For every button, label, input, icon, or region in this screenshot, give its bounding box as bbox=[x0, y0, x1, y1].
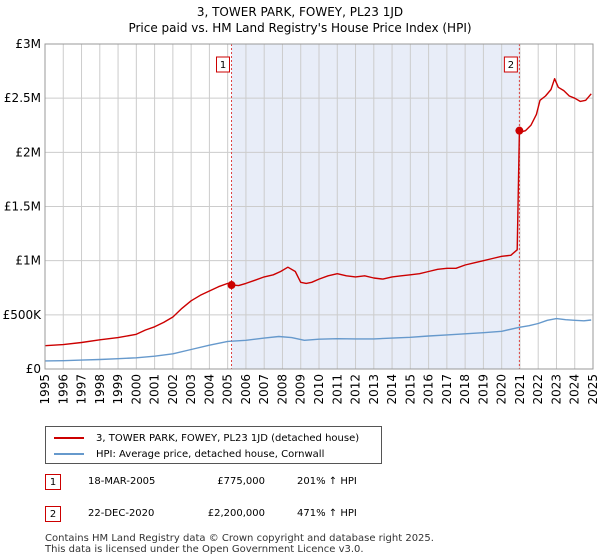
x-tick-label: 1999 bbox=[111, 374, 125, 405]
x-tick-label: 2014 bbox=[385, 374, 399, 405]
x-tick-label: 2012 bbox=[349, 374, 363, 405]
x-tick-label: 2009 bbox=[294, 374, 308, 405]
annotation-box bbox=[216, 56, 231, 73]
y-tick-label: £0 bbox=[26, 362, 41, 376]
y-tick-label: £1M bbox=[15, 254, 41, 268]
legend-item-property: 3, TOWER PARK, FOWEY, PL23 1JD (detached… bbox=[54, 431, 359, 445]
x-tick-label: 2017 bbox=[440, 374, 454, 405]
x-tick-label: 2011 bbox=[330, 374, 344, 405]
x-tick-label: 1998 bbox=[93, 374, 107, 405]
x-tick-label: 2025 bbox=[586, 374, 600, 405]
transaction-price: £2,200,000 bbox=[207, 508, 265, 519]
x-tick-label: 2004 bbox=[202, 374, 216, 405]
x-tick-label: 2007 bbox=[257, 374, 271, 405]
transaction-hpi: 471% ↑ HPI bbox=[297, 508, 357, 519]
footer-licence: This data is licensed under the Open Gov… bbox=[45, 544, 364, 555]
x-tick-label: 2006 bbox=[239, 374, 253, 405]
footer-copyright: Contains HM Land Registry data © Crown c… bbox=[45, 533, 434, 544]
annotation-label: 2 bbox=[508, 60, 514, 71]
y-tick-label: £2M bbox=[15, 145, 41, 159]
transaction-row-1: 1 18-MAR-2005 £775,000 201% ↑ HPI bbox=[45, 474, 357, 492]
x-tick-label: 2005 bbox=[221, 374, 235, 405]
x-tick-label: 2020 bbox=[495, 374, 509, 405]
x-tick-label: 2013 bbox=[367, 374, 381, 405]
x-tick-label: 1996 bbox=[56, 374, 70, 405]
legend-label-property: 3, TOWER PARK, FOWEY, PL23 1JD (detached… bbox=[96, 432, 360, 444]
transaction-badge: 1 bbox=[45, 474, 61, 490]
annotation-label: 1 bbox=[220, 60, 226, 71]
chart-title: 3, TOWER PARK, FOWEY, PL23 1JD bbox=[196, 5, 404, 19]
legend: 3, TOWER PARK, FOWEY, PL23 1JD (detached… bbox=[45, 426, 382, 464]
transaction-hpi: 201% ↑ HPI bbox=[297, 476, 357, 487]
y-tick-label: £2.5M bbox=[4, 91, 41, 105]
series-line-property bbox=[44, 77, 592, 347]
y-tick-label: £500K bbox=[3, 308, 43, 322]
transaction-price: £775,000 bbox=[217, 476, 265, 487]
x-tick-label: 2001 bbox=[148, 374, 162, 405]
x-tick-label: 2023 bbox=[549, 374, 563, 405]
y-tick-label: £3M bbox=[15, 37, 41, 51]
legend-swatch-property bbox=[54, 437, 84, 439]
plot-frame bbox=[44, 43, 594, 370]
transaction-row-2: 2 22-DEC-2020 £2,200,000 471% ↑ HPI bbox=[45, 506, 357, 524]
transaction-badge: 2 bbox=[45, 506, 61, 522]
annotation-box bbox=[503, 56, 518, 73]
x-tick-label: 1995 bbox=[38, 374, 52, 405]
x-tick-label: 2010 bbox=[312, 374, 326, 405]
legend-label-hpi: HPI: Average price, detached house, Corn… bbox=[96, 448, 325, 460]
legend-swatch-hpi bbox=[54, 453, 84, 455]
x-tick-label: 2021 bbox=[513, 374, 527, 405]
x-tick-label: 2018 bbox=[458, 374, 472, 405]
sale-point bbox=[227, 281, 236, 290]
x-tick-label: 2019 bbox=[476, 374, 490, 405]
series-line-hpi bbox=[44, 317, 592, 362]
x-tick-label: 2002 bbox=[166, 374, 180, 405]
x-tick-label: 2000 bbox=[129, 374, 143, 405]
transaction-date: 22-DEC-2020 bbox=[88, 508, 155, 519]
x-tick-label: 2008 bbox=[275, 374, 289, 405]
x-tick-label: 2024 bbox=[568, 374, 582, 405]
x-tick-label: 2003 bbox=[184, 374, 198, 405]
x-tick-label: 1997 bbox=[75, 374, 89, 405]
transaction-date: 18-MAR-2005 bbox=[88, 476, 156, 487]
price-chart: 1 2 £0 £500K £1M £1.5M £2M £2.5M £3M 1995 1996 199… bbox=[3, 37, 600, 405]
chart-subtitle: Price paid vs. HM Land Registry's House … bbox=[128, 21, 472, 35]
x-tick-label: 2016 bbox=[422, 374, 436, 405]
x-tick-label: 2022 bbox=[531, 374, 545, 405]
x-tick-label: 2015 bbox=[403, 374, 417, 405]
legend-item-hpi: HPI: Average price, detached house, Corn… bbox=[54, 447, 324, 461]
y-tick-label: £1.5M bbox=[4, 200, 41, 214]
sale-point bbox=[515, 126, 524, 135]
